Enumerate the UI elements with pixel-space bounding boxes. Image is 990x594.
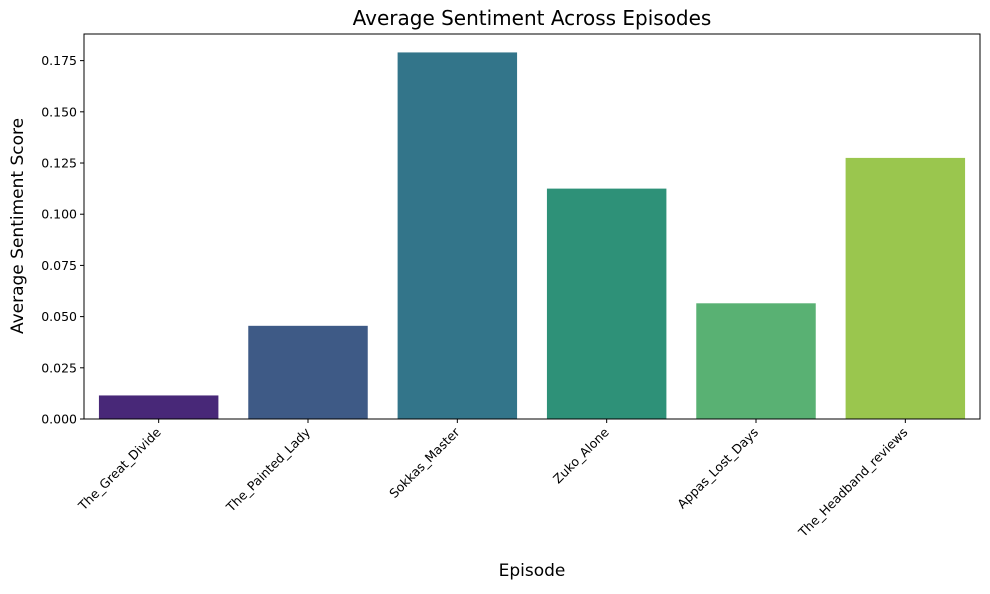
- y-tick-label: 0.050: [41, 309, 77, 324]
- y-axis-ticks: 0.000 0.025 0.050 0.075 0.100 0.125 0.150 0.175: [41, 53, 84, 427]
- y-tick-label: 0.125: [41, 156, 77, 171]
- x-tick-label: The_Headband_reviews: [795, 425, 911, 541]
- x-tick-label: Appas_Lost_Days: [674, 425, 761, 512]
- bar-appas-lost-days: [696, 303, 816, 419]
- bar-the-great-divide: [98, 395, 219, 419]
- bar-the-headband-reviews: [845, 157, 966, 419]
- bar-the-painted-lady: [248, 325, 368, 419]
- chart-title: Average Sentiment Across Episodes: [353, 6, 712, 30]
- x-tick-label: The_Great_Divide: [75, 424, 164, 513]
- bar-sokkas-master: [397, 52, 518, 420]
- bar-zuko-alone: [546, 188, 667, 419]
- y-tick-label: 0.150: [41, 104, 77, 119]
- x-tick-label: Zuko_Alone: [550, 424, 612, 486]
- y-tick-label: 0.025: [41, 360, 77, 375]
- bars-layer: [98, 52, 966, 420]
- y-tick-label: 0.175: [41, 53, 77, 68]
- x-tick-label: The_Painted_Lady: [222, 424, 313, 515]
- y-axis-label: Average Sentiment Score: [8, 118, 28, 334]
- x-axis-ticks: The_Great_Divide The_Painted_Lady Sokkas_M…: [75, 419, 911, 541]
- y-tick-label: 0.075: [41, 258, 77, 273]
- y-tick-label: 0.100: [41, 207, 77, 222]
- y-tick-label: 0.000: [41, 412, 77, 427]
- x-tick-label: Sokkas_Master: [386, 424, 463, 501]
- plot-frame: [83, 33, 981, 420]
- x-axis-label: Episode: [499, 561, 566, 581]
